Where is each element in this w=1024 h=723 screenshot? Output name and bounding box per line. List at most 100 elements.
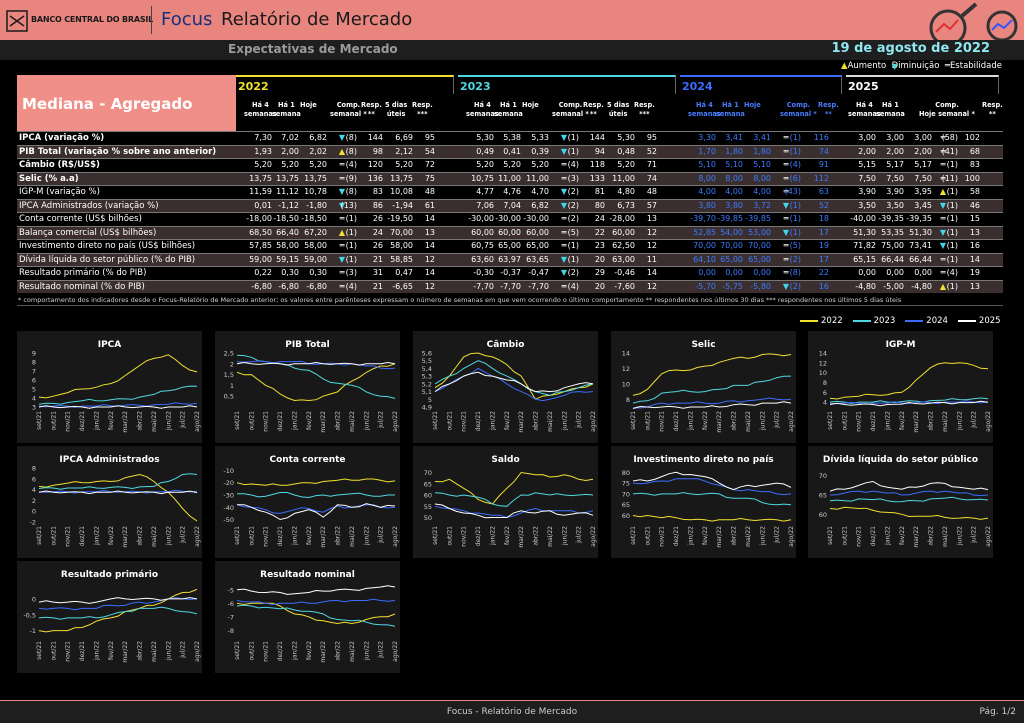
table-cell: 68,50 [249, 227, 272, 237]
y-tick-label: 5,6 [422, 350, 432, 358]
y-tick-label: 7 [32, 368, 36, 376]
x-tick-label: jan/22 [93, 526, 100, 546]
table-cell: 52,85 [693, 227, 716, 237]
column-header: 5 dias úteis [607, 101, 630, 118]
chart-panel: Conta corrente -50 -40 -30 -20 -10 set/21 out/2… [215, 446, 400, 558]
year-header-2025: 2025 Há 4 semanas Há 1 semana Comp. Hoje seman… [846, 75, 1003, 131]
x-tick-label: jul/22 [180, 411, 187, 429]
y-tick-label: 5 [428, 396, 432, 404]
series-line-2025 [38, 490, 198, 495]
x-tick-label: dez/21 [673, 526, 680, 546]
x-tick-label: mar/22 [122, 641, 129, 663]
x-tick-label: jan/22 [884, 411, 891, 431]
table-cell: 70,00 [390, 227, 413, 237]
y-tick-label: 6 [823, 389, 827, 397]
table-cell: 14 [424, 268, 435, 277]
equal-icon: ═ [561, 173, 567, 183]
row-label: Conta corrente (US$ bilhões) [19, 214, 142, 224]
table-cell: (2) [567, 187, 579, 196]
table-cell: 3,00 [886, 133, 904, 142]
x-tick-label: set/21 [36, 411, 43, 430]
down-arrow-icon: ▼ [560, 133, 568, 142]
equal-icon: ═ [339, 173, 345, 183]
x-tick-label: nov/21 [65, 411, 72, 432]
table-cell: 2,00 [281, 146, 299, 156]
table-cell: 94 [594, 146, 605, 156]
series-line-2023 [38, 606, 198, 620]
up-arrow-icon: ▲ [338, 146, 346, 156]
table-cell: 0,41 [503, 146, 521, 156]
x-tick-label: ago/22 [392, 411, 399, 432]
table-cell: (8) [345, 187, 357, 196]
x-tick-label: nov/21 [461, 526, 468, 547]
y-tick-label: 0,5 [224, 393, 234, 401]
x-tick-label: out/21 [50, 641, 57, 661]
table-row: Resultado nominal (% do PIB) -6,80 -6,80 -6… [17, 279, 1003, 293]
x-tick-label: nov/21 [856, 526, 863, 547]
chart-panel: IPCA Administrados -2 0 2 4 6 8 set/21 out/21 nov… [17, 446, 202, 558]
x-tick-label: dez/21 [870, 411, 877, 431]
x-tick-label: mar/22 [716, 526, 723, 548]
chart-title: Selic [691, 340, 716, 350]
y-tick-label: 3 [32, 404, 36, 412]
table-cell: 54 [424, 146, 435, 156]
table-cell: 3,95 [914, 187, 932, 196]
row-label: Dívida líquida do setor público (% do PI… [19, 254, 196, 265]
table-cell: 14 [424, 214, 435, 223]
table-cell: (1) [567, 133, 579, 142]
series-line-2023 [829, 496, 989, 503]
table-cell: -39,85 [717, 214, 743, 223]
table-cell: -28,00 [609, 214, 635, 223]
x-tick-label: jan/22 [93, 411, 100, 431]
x-tick-label: jan/22 [687, 411, 694, 431]
series-line-2024 [829, 400, 989, 405]
table-cell: -1,12 [278, 200, 299, 210]
series-line-2022 [38, 588, 198, 633]
y-tick-label: 14 [819, 350, 827, 358]
series-line-2024 [829, 490, 989, 497]
series-line-2024 [632, 397, 792, 409]
x-tick-label: out/21 [50, 411, 57, 431]
table-cell: 5,30 [617, 133, 635, 142]
equal-icon: ═ [339, 281, 345, 291]
y-tick-label: 4,9 [422, 404, 432, 412]
equal-icon: ═ [339, 214, 345, 223]
equal-icon: ═ [783, 146, 789, 156]
row-label: Selic (% a.a) [19, 173, 79, 184]
x-tick-label: nov/21 [263, 641, 270, 662]
table-cell: 51,30 [909, 227, 932, 237]
table-cell: -1,80 [306, 200, 327, 210]
table-cell: 5,20 [617, 160, 635, 169]
series-line-2024 [632, 478, 792, 496]
y-tick-label: -20 [223, 479, 234, 487]
y-tick-label: -10 [223, 467, 234, 475]
table-row: Conta corrente (US$ bilhões) -18,00 -18,50… [17, 212, 1003, 226]
table-cell: 8,00 [698, 173, 716, 183]
table-cell: 15 [969, 214, 980, 223]
column-header: Resp. ** [982, 101, 1003, 118]
table-cell: 7,50 [858, 173, 876, 183]
table-cell: 2,12 [395, 146, 413, 156]
up-arrow-icon: ▲ [939, 187, 947, 196]
table-cell: 4,00 [753, 187, 771, 196]
table-cell: 24 [594, 214, 605, 223]
y-tick-label: 12 [622, 365, 630, 373]
line-chart: -8 -7 -6 -5 set/21 out/21 nov/21 dez/21 jan/22 fe… [228, 585, 399, 663]
table-cell: -4,80 [855, 281, 876, 291]
y-tick-label: -40 [223, 504, 234, 512]
y-tick-label: 60 [622, 512, 630, 520]
series-line-2025 [829, 400, 989, 407]
table-row: IGP-M (variação %) 11,59 11,12 10,78 ▼ (8) 83 1… [17, 185, 1003, 199]
table-cell: 13,75 [390, 173, 413, 183]
chart-panel: Saldo 50 55 60 65 70 set/21 out/21 nov/21 dez/21 j… [413, 446, 598, 558]
table-row: Balança comercial (US$ bilhões) 68,50 66,4… [17, 225, 1003, 239]
table-cell: 73,41 [909, 241, 932, 250]
table-cell: (4) [345, 281, 357, 291]
table-cell: (2) [567, 214, 579, 223]
table-cell: 60,00 [471, 227, 494, 237]
x-tick-label: mai/22 [547, 526, 554, 547]
equal-icon: ═ [783, 160, 789, 169]
series-line-2023 [38, 473, 198, 490]
table-cell: 66,44 [909, 254, 932, 264]
